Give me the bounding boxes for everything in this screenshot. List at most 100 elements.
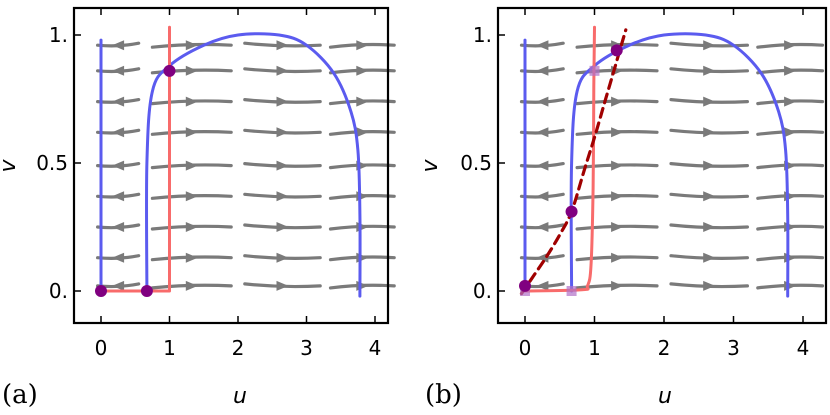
x-tick-label: 3 — [727, 336, 740, 360]
y-axis-title-b: v — [418, 159, 443, 173]
stream-arrowhead — [703, 96, 716, 107]
ticks-b: 0 1 2 3 4 0. 0.5 1. — [460, 8, 809, 360]
stream-row — [96, 65, 396, 76]
equilibrium-point — [140, 285, 153, 297]
stream-arrowhead — [185, 96, 198, 107]
stream-arrowhead — [703, 280, 716, 291]
stream-arrowhead — [112, 40, 125, 51]
stream-arrowhead — [276, 252, 289, 263]
stream-row — [96, 160, 396, 171]
stream-arrowhead — [276, 160, 289, 171]
stream-arrowhead — [276, 40, 289, 51]
series-v-nullcline — [99, 25, 171, 293]
stream-row — [519, 191, 825, 202]
stream-row — [519, 127, 825, 138]
equilibrium-point — [95, 285, 107, 297]
stream-arrowhead — [784, 127, 797, 138]
stream-arrowhead — [784, 40, 797, 51]
stream-arrowhead — [536, 65, 549, 76]
panel-label-a: (a) — [2, 380, 38, 410]
stream-arrowhead — [112, 191, 125, 202]
stream-arrowhead — [112, 160, 125, 171]
stream-arrowhead — [356, 280, 369, 291]
panel-b: (b) u v 0 1 2 3 4 0. 0.5 1. — [418, 6, 828, 410]
stream-arrowhead — [703, 40, 716, 51]
stream-arrowhead — [611, 191, 624, 202]
stream-arrowhead — [276, 65, 289, 76]
stream-arrowhead — [784, 222, 797, 232]
stream-arrowhead — [703, 127, 716, 138]
stream-arrowhead — [536, 280, 549, 291]
stream-row — [519, 252, 825, 263]
stream-arrowhead — [703, 191, 716, 202]
panel-label-b: (b) — [425, 380, 462, 410]
x-tick-label: 4 — [369, 336, 382, 360]
stream-arrowhead — [112, 252, 125, 263]
stream-arrowhead — [536, 252, 549, 263]
plot-area-a — [95, 25, 396, 298]
stream-arrowhead — [276, 280, 289, 291]
stream-arrowhead — [703, 222, 716, 232]
stream-arrowhead — [536, 191, 549, 202]
stream-arrowhead — [112, 96, 125, 107]
stream-arrowhead — [784, 280, 797, 291]
ticks-a: 0 1 2 3 4 0. 0.5 1. — [36, 8, 381, 360]
stream-arrowhead — [536, 222, 549, 232]
stream-row — [96, 191, 396, 202]
stream-arrowhead — [356, 127, 369, 138]
y-tick-label: 1. — [473, 23, 492, 47]
stream-arrowhead — [185, 280, 198, 291]
y-tick-label: 0. — [49, 279, 68, 303]
stream-arrowhead — [185, 127, 198, 138]
stream-arrowhead — [185, 252, 198, 263]
stream-row — [96, 252, 396, 263]
stream-row — [96, 40, 396, 51]
x-tick-label: 0 — [519, 336, 532, 360]
stream-arrowhead — [611, 222, 624, 232]
stream-row — [519, 40, 825, 51]
stream-arrowhead — [185, 222, 198, 232]
y-tick-label: 0.5 — [36, 151, 68, 175]
stream-arrowhead — [611, 160, 624, 171]
x-axis-title-a: u — [233, 384, 247, 409]
stream-arrowhead — [703, 160, 716, 171]
y-tick-label: 0. — [473, 279, 492, 303]
equilibrium-point — [163, 64, 176, 77]
series-u-nullcline-arch — [569, 32, 790, 298]
plot-area-b — [519, 25, 825, 298]
stream-arrowhead — [112, 222, 125, 232]
y-tick-label: 1. — [49, 23, 68, 47]
stream-arrowhead — [536, 96, 549, 107]
stream-arrowhead — [356, 252, 369, 263]
stream-arrowhead — [356, 40, 369, 51]
x-axis-title-b: u — [658, 384, 672, 409]
stream-arrowhead — [784, 65, 797, 76]
stream-row — [96, 222, 396, 232]
stream-row — [96, 96, 396, 107]
stream-arrowhead — [112, 127, 125, 138]
x-tick-label: 4 — [797, 336, 810, 360]
stream-arrowhead — [185, 65, 198, 76]
stream-arrowhead — [611, 127, 624, 138]
stream-arrowhead — [784, 96, 797, 107]
stream-arrowhead — [611, 252, 624, 263]
stream-arrowhead — [611, 96, 624, 107]
stream-arrowhead — [536, 40, 549, 51]
stream-arrowhead — [611, 280, 624, 291]
x-tick-label: 0 — [95, 336, 108, 360]
stream-row — [519, 160, 825, 171]
y-axis-title-a: v — [0, 159, 21, 173]
stream-arrowhead — [276, 127, 289, 138]
series-dashed-curve — [519, 28, 628, 296]
stream-arrowhead — [185, 40, 198, 51]
x-tick-label: 1 — [588, 336, 601, 360]
stream-arrowhead — [276, 222, 289, 232]
frame-a — [72, 6, 390, 325]
equilibrium-point — [565, 205, 578, 218]
stream-arrowhead — [276, 96, 289, 107]
stream-arrowhead — [276, 191, 289, 202]
stream-row — [96, 127, 396, 138]
stream-arrowhead — [112, 280, 125, 291]
x-tick-label: 2 — [232, 336, 245, 360]
stream-arrowhead — [185, 191, 198, 202]
